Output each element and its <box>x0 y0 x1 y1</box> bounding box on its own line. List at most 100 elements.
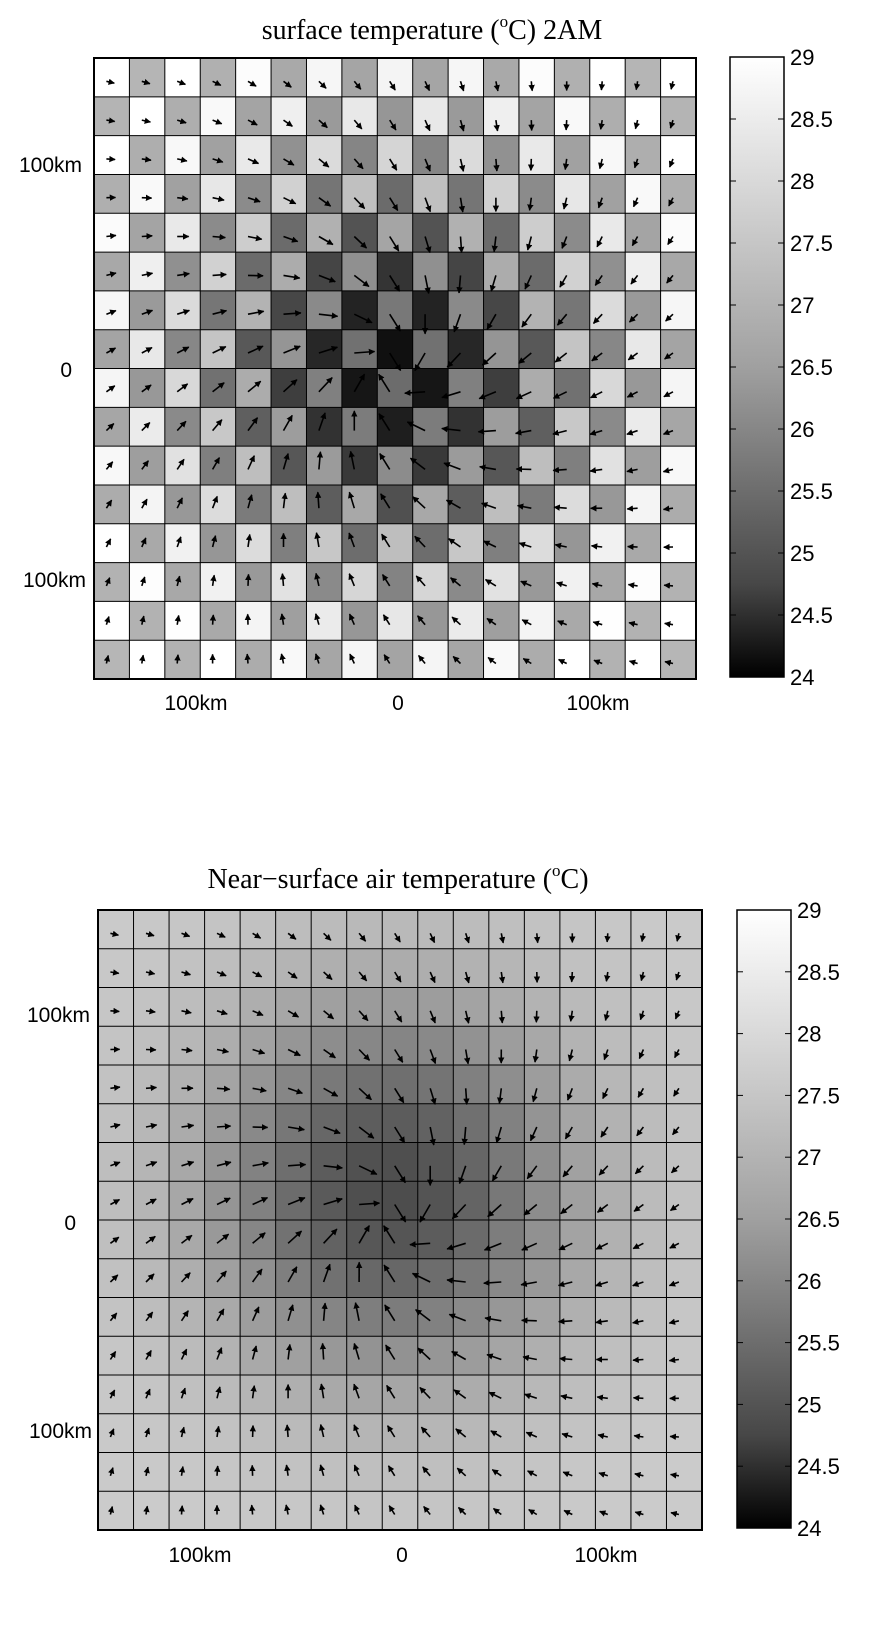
wind-vector <box>247 80 257 87</box>
wind-vector <box>420 1426 431 1438</box>
colorbar-tick-label: 27 <box>790 293 814 318</box>
wind-vector <box>216 1009 228 1016</box>
heatmap-cell <box>589 96 626 137</box>
wind-vector <box>458 236 465 254</box>
wind-vector <box>664 621 674 628</box>
heatmap-cell <box>94 135 131 176</box>
heatmap-cell <box>589 135 626 176</box>
heatmap-cell <box>666 1375 703 1415</box>
heatmap-cell <box>129 407 166 447</box>
heatmap-cell <box>240 910 277 950</box>
plot-frame <box>97 909 703 1531</box>
wind-vector <box>520 1280 537 1287</box>
wind-vector <box>141 498 148 509</box>
wind-vector <box>675 971 682 981</box>
heatmap-cell <box>98 1375 135 1415</box>
wind-vector <box>448 1313 466 1322</box>
heatmap-cell <box>129 601 166 641</box>
heatmap-cell <box>488 910 525 950</box>
heatmap-cell <box>417 1491 454 1531</box>
y-tick-label: 100km <box>19 154 82 177</box>
heatmap-cell <box>595 1026 632 1066</box>
wind-vector <box>414 535 426 548</box>
wind-vector <box>562 1165 573 1178</box>
wind-vector <box>458 197 466 213</box>
heatmap-cell <box>666 1142 703 1182</box>
heatmap-cell <box>204 1297 241 1337</box>
heatmap-cell <box>483 329 520 370</box>
heatmap-cell <box>200 407 237 447</box>
wind-vector <box>424 158 431 172</box>
wind-vector <box>489 275 497 292</box>
wind-vector <box>180 1310 189 1322</box>
heatmap-cell <box>240 948 277 989</box>
heatmap-cell <box>341 290 378 331</box>
wind-vector <box>108 1467 115 1477</box>
heatmap-cell <box>94 96 131 137</box>
heatmap-cell <box>164 213 201 253</box>
wind-vector <box>288 1161 307 1169</box>
wind-vector <box>385 1344 396 1360</box>
heatmap-cell <box>448 601 485 641</box>
wind-vector <box>446 1277 466 1284</box>
heatmap-cell <box>483 601 520 641</box>
heatmap-cell <box>341 96 378 137</box>
wind-vector <box>634 1510 644 1517</box>
heatmap-cell <box>311 1181 348 1221</box>
heatmap-cell <box>488 1181 525 1221</box>
heatmap-cell <box>524 1065 561 1105</box>
wind-vector <box>174 654 181 664</box>
heatmap-cell <box>595 1452 632 1492</box>
heatmap-cell <box>129 213 166 253</box>
wind-vector <box>671 1126 680 1136</box>
heatmap-cell <box>660 58 697 98</box>
panel-surface-temperature: surface temperature (oC) 2AM 100km 0 100… <box>19 12 833 715</box>
wind-vector <box>216 1197 231 1206</box>
wind-vector <box>496 1088 504 1104</box>
heatmap-cell <box>660 135 697 176</box>
wind-vector <box>559 274 568 288</box>
heatmap-cell <box>518 523 555 564</box>
wind-vector <box>492 1507 502 1516</box>
heatmap-cell <box>98 1491 135 1531</box>
wind-vector <box>323 1164 343 1171</box>
heatmap-cell <box>133 948 170 989</box>
heatmap-cell <box>625 329 662 370</box>
wind-vector <box>456 1467 467 1477</box>
x-tick-label: 100km <box>168 1544 231 1567</box>
wind-vector <box>630 274 639 285</box>
heatmap-cell <box>133 1336 170 1376</box>
heatmap-cell <box>412 329 449 370</box>
heatmap-cell <box>346 1258 383 1299</box>
wind-vector <box>455 1428 467 1438</box>
wind-vector <box>663 582 674 589</box>
heatmap-cell <box>625 446 662 486</box>
heatmap-cell <box>346 1336 383 1376</box>
heatmap-cell <box>630 1413 668 1454</box>
heatmap-cell <box>306 290 343 331</box>
heatmap-cell <box>200 290 237 331</box>
colorbar-tick-label: 26.5 <box>797 1207 840 1232</box>
heatmap-cell <box>625 213 662 253</box>
heatmap-cell <box>235 523 272 564</box>
wind-vector <box>562 158 570 171</box>
heatmap-cell <box>630 1220 668 1260</box>
wind-vector <box>319 1342 327 1360</box>
heatmap-cell <box>311 1220 348 1260</box>
heatmap-cell <box>204 1491 241 1531</box>
wind-vector <box>463 1088 470 1105</box>
wind-vector <box>516 503 532 510</box>
wind-vector <box>423 1505 431 1516</box>
heatmap-cell <box>200 174 237 214</box>
wind-vector <box>110 1084 121 1091</box>
heatmap-cell <box>129 58 166 98</box>
heatmap-cell <box>448 290 485 331</box>
heatmap-cell <box>595 1336 632 1376</box>
heatmap-cell <box>346 910 383 950</box>
wind-vector <box>318 412 327 431</box>
wind-vector <box>394 1049 404 1063</box>
heatmap-cell <box>235 329 272 370</box>
heatmap-cell <box>275 1336 312 1376</box>
wind-vector <box>323 932 332 941</box>
wind-vector <box>555 581 567 588</box>
